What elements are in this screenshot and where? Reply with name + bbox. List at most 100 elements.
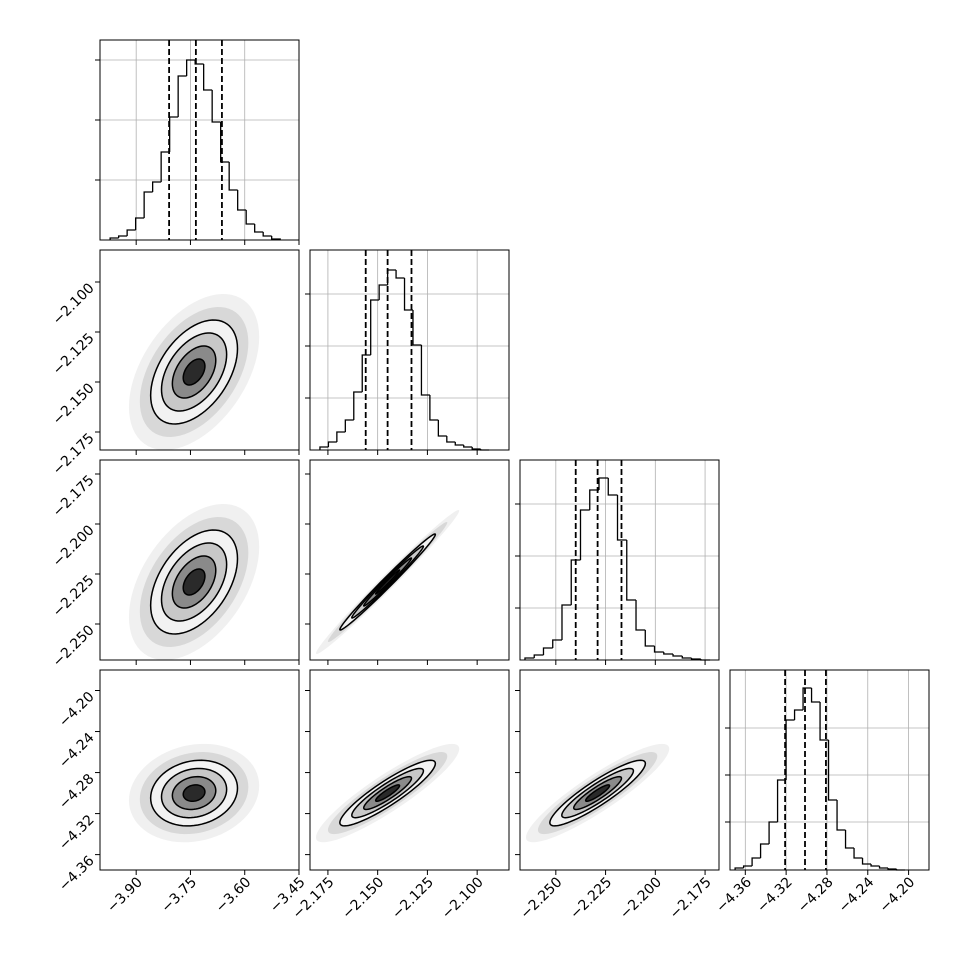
panel-frame	[99, 669, 300, 871]
contour	[362, 775, 413, 811]
histogram-step	[220, 122, 230, 163]
y-tick-label: −2.125	[50, 330, 98, 378]
histogram-step	[607, 478, 618, 496]
y-tick-label: −2.250	[50, 622, 98, 670]
histogram-step	[386, 269, 397, 285]
histogram-step	[403, 278, 413, 311]
contour	[171, 555, 217, 609]
contour	[339, 533, 437, 631]
histogram-step	[768, 821, 778, 844]
histogram-step	[344, 419, 354, 432]
x-tick-label: −2.100	[439, 874, 487, 922]
histogram-step	[663, 652, 674, 655]
panel-frame	[519, 669, 720, 871]
panel-frame	[519, 459, 720, 661]
histogram-step	[644, 630, 655, 647]
y-tick-label: −2.100	[50, 280, 98, 328]
y-tick-label: −2.200	[50, 522, 98, 570]
histogram-step	[626, 540, 637, 601]
contour	[160, 767, 228, 819]
histogram-step	[802, 687, 812, 710]
histogram-step	[151, 181, 162, 192]
x-tick-label: −3.90	[104, 874, 146, 916]
histogram-step	[117, 235, 128, 238]
histogram-step	[211, 90, 221, 123]
y-tick-label: −4.36	[56, 853, 98, 895]
histogram-step	[751, 857, 761, 866]
panel-frame	[99, 39, 300, 241]
contour	[160, 332, 228, 412]
histogram-step	[370, 299, 380, 355]
histogram-step	[853, 848, 863, 859]
contour	[351, 767, 425, 819]
histogram-step	[254, 224, 264, 233]
histogram-step	[870, 864, 880, 867]
histogram-step	[542, 647, 553, 655]
x-tick-label: −2.225	[567, 874, 615, 922]
contour	[351, 545, 425, 619]
histogram-step	[690, 658, 701, 660]
histogram-step	[437, 420, 447, 437]
histogram-step	[570, 559, 581, 605]
histogram-step	[245, 210, 255, 225]
density-region	[183, 784, 205, 802]
histogram-step	[681, 656, 692, 659]
x-tick-label: −2.150	[339, 874, 387, 922]
histogram-step	[598, 477, 609, 490]
x-tick-label: −2.125	[389, 874, 437, 922]
histogram-step	[793, 709, 804, 720]
histogram-step	[471, 447, 481, 450]
contour	[182, 358, 206, 386]
histogram-step	[203, 64, 213, 91]
histogram-step	[827, 740, 838, 801]
histogram-step	[109, 237, 119, 240]
y-tick-label: −2.175	[50, 472, 98, 520]
contour	[374, 784, 401, 803]
contour	[149, 529, 239, 635]
histogram-step	[819, 702, 829, 741]
histogram-step	[533, 654, 544, 658]
contour	[160, 542, 228, 622]
y-tick-label: −4.20	[56, 689, 98, 731]
histogram-step	[143, 191, 153, 218]
histogram-step	[271, 236, 281, 240]
x-tick-label: −4.28	[795, 874, 837, 916]
histogram-step	[776, 779, 787, 822]
y-tick-label: −4.28	[56, 771, 98, 813]
histogram-step	[734, 867, 744, 870]
panel-frame	[99, 249, 300, 451]
histogram-step	[887, 868, 897, 870]
histogram-step	[785, 719, 795, 780]
histogram-step	[327, 441, 337, 447]
histogram-step	[160, 151, 170, 182]
histogram-step	[552, 639, 562, 648]
x-tick-label: −4.20	[877, 874, 919, 916]
y-tick-label: −4.32	[56, 812, 98, 854]
histogram-step	[463, 445, 473, 448]
contour	[149, 759, 239, 827]
histogram-step	[126, 229, 136, 236]
contour	[572, 775, 623, 811]
contour	[374, 569, 401, 595]
x-tick-label: −2.200	[617, 874, 665, 922]
histogram-step	[336, 431, 346, 442]
histogram-step	[134, 217, 145, 230]
histogram-step	[378, 284, 388, 300]
histogram-step	[361, 354, 371, 392]
histogram-step	[237, 190, 247, 211]
density-region	[375, 570, 400, 594]
panel-frame	[309, 669, 510, 871]
x-tick-label: −4.32	[754, 874, 796, 916]
histogram-step	[810, 688, 821, 703]
histogram-step	[319, 446, 329, 450]
histogram-step	[759, 843, 770, 858]
histogram-step	[169, 116, 179, 152]
histogram-step	[672, 654, 683, 657]
contour	[182, 784, 206, 803]
x-tick-label: −3.75	[158, 874, 200, 916]
histogram-step	[861, 858, 872, 865]
histogram-step	[177, 75, 187, 117]
panel-frame	[309, 459, 510, 661]
density-region	[375, 784, 400, 802]
